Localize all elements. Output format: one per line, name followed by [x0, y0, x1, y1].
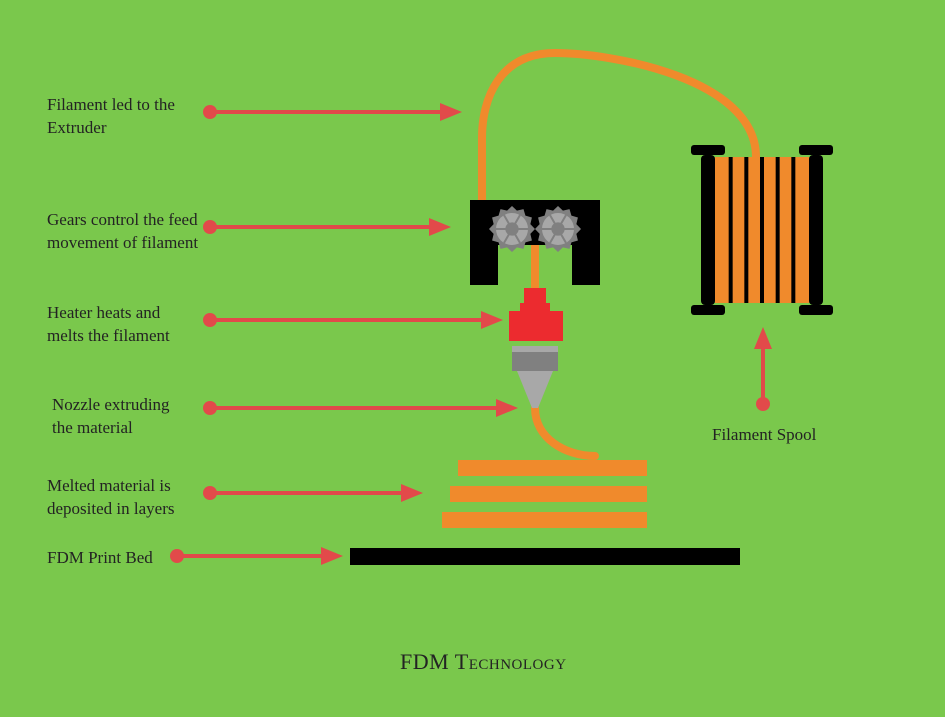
- diagram-title: FDM Technology: [400, 649, 567, 675]
- label-spool: Filament Spool: [712, 424, 816, 447]
- label-print-bed: FDM Print Bed: [47, 547, 153, 570]
- label-gears-control: Gears control the feedmovement of filame…: [47, 209, 198, 255]
- label-deposited: Melted material isdeposited in layers: [47, 475, 174, 521]
- label-nozzle: Nozzle extrudingthe material: [52, 394, 170, 440]
- label-filament-led: Filament led to theExtruder: [47, 94, 175, 140]
- label-heater: Heater heats andmelts the filament: [47, 302, 170, 348]
